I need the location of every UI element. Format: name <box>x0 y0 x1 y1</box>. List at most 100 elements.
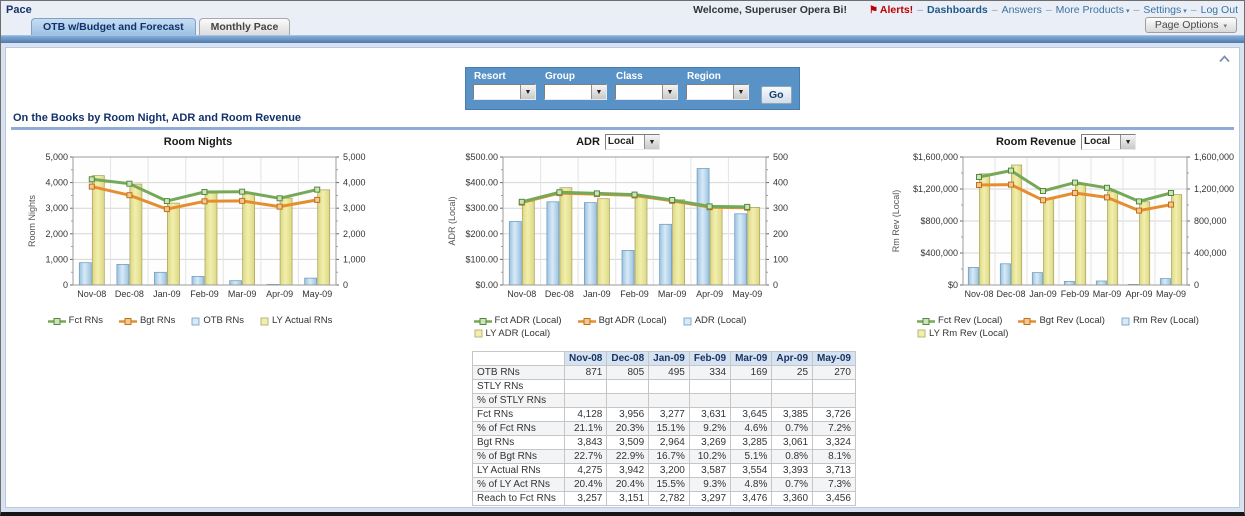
class-dropdown[interactable]: ▼ <box>615 84 678 100</box>
chevron-down-icon: ▼ <box>591 85 606 99</box>
svg-text:300: 300 <box>773 203 788 213</box>
header-divider-bar <box>1 35 1244 43</box>
svg-text:1,000: 1,000 <box>343 254 366 264</box>
table-row: LY Actual RNs 4,275 3,942 3,200 3,587 3,554 3,… <box>472 463 856 478</box>
legend-item: Rm Rev (Local) <box>1121 315 1199 327</box>
charts-row: Room Nights ▼ 0 0 1,000 1,000 2,000 2,000 3,000… <box>6 133 1239 348</box>
svg-text:400: 400 <box>773 178 788 188</box>
table-cell: 9.3% <box>688 477 732 492</box>
table-cell: 9.2% <box>688 421 732 436</box>
nav-separator: – <box>1190 3 1197 16</box>
svg-text:Mar-09: Mar-09 <box>1093 289 1122 299</box>
svg-text:Rm Rev (Local): Rm Rev (Local) <box>891 190 901 253</box>
nav-link-settings[interactable]: Settings ▾ <box>1143 3 1187 16</box>
column-header-apr-09: Apr-09 <box>771 351 814 366</box>
table-cell: 3,645 <box>730 407 773 422</box>
legend-label: Fct RNs <box>68 315 103 326</box>
nav-link-log-out[interactable]: Log Out <box>1200 3 1238 16</box>
currency-dropdown[interactable]: Local ▼ <box>604 134 660 150</box>
column-header-mar-09: Mar-09 <box>730 351 773 366</box>
blue-swatch-icon <box>683 317 692 325</box>
svg-text:Nov-08: Nov-08 <box>77 289 106 299</box>
column-header-dec-08: Dec-08 <box>606 351 650 366</box>
nav-link-more-products[interactable]: More Products ▾ <box>1055 3 1130 16</box>
filter-group-group: Group ▼ <box>544 71 607 104</box>
table-cell: 0.7% <box>771 477 814 492</box>
table-cell: 3,476 <box>730 491 773 506</box>
table-cell: 3,360 <box>771 491 814 506</box>
svg-text:1,200,000: 1,200,000 <box>1194 184 1234 194</box>
table-cell: 3,257 <box>563 491 608 506</box>
table-cell: 7.3% <box>812 477 856 492</box>
table-cell: 20.4% <box>606 477 650 492</box>
table-cell <box>730 393 773 408</box>
tab-monthly-pace[interactable]: Monthly Pace <box>198 18 291 35</box>
nav-link-dashboards[interactable]: Dashboards <box>927 3 988 16</box>
table-row: Bgt RNs 3,843 3,509 2,964 3,269 3,285 3,061 3,3… <box>472 435 856 450</box>
row-label: % of Fct RNs <box>472 421 565 436</box>
legend-label: Rm Rev (Local) <box>1132 315 1199 326</box>
svg-text:$800,000: $800,000 <box>920 216 958 226</box>
column-header-nov-08: Nov-08 <box>563 351 608 366</box>
table-cell: 3,713 <box>812 463 856 478</box>
nav-link-answers[interactable]: Answers <box>1001 3 1042 16</box>
svg-text:2,000: 2,000 <box>45 229 68 239</box>
top-navigation: Welcome, Superuser Opera Bi! ⚑ Alerts! – D… <box>693 4 1238 16</box>
svg-text:5,000: 5,000 <box>343 152 366 162</box>
table-row: STLY RNs <box>472 379 856 394</box>
nav-links: – Dashboards – Answers – More Products ▾ – Setti… <box>913 4 1238 16</box>
table-cell: 871 <box>563 365 608 380</box>
svg-text:$1,200,000: $1,200,000 <box>913 184 958 194</box>
table-cell <box>688 393 732 408</box>
svg-text:$100.00: $100.00 <box>465 254 498 264</box>
table-cell: 4.8% <box>730 477 773 492</box>
region-dropdown[interactable]: ▼ <box>686 84 749 100</box>
table-cell: 3,956 <box>606 407 650 422</box>
chart-plot: $0.00 0 $100.00 100 $200.00 200 $300.00 300 $400… <box>446 151 790 314</box>
table-cell: 3,269 <box>688 435 732 450</box>
legend-label: LY ADR (Local) <box>485 327 551 339</box>
legend-label: OTB RNs <box>203 315 244 326</box>
column-header-feb-09: Feb-09 <box>688 351 732 366</box>
go-button[interactable]: Go <box>761 86 792 104</box>
table-cell: 3,285 <box>730 435 773 450</box>
chevron-down-icon: ▾ <box>1125 7 1130 15</box>
table-cell: 3,200 <box>648 463 690 478</box>
table-cell <box>812 393 856 408</box>
row-label: % of Bgt RNs <box>472 449 565 464</box>
welcome-text: Welcome, Superuser Opera Bi! <box>693 3 847 16</box>
svg-text:May-09: May-09 <box>732 289 762 299</box>
table-cell: 3,393 <box>771 463 814 478</box>
table-cell: 15.5% <box>648 477 690 492</box>
group-dropdown[interactable]: ▼ <box>544 84 607 100</box>
table-cell <box>688 379 732 394</box>
resort-dropdown[interactable]: ▼ <box>473 84 536 100</box>
table-cell: 20.4% <box>563 477 608 492</box>
table-cell: 16.7% <box>648 449 690 464</box>
table-cell: 3,456 <box>812 491 856 506</box>
legend-label: LY Actual RNs <box>271 315 333 326</box>
row-label: Reach to Fct RNs <box>472 491 565 506</box>
tab-otb-budget-and-forecast[interactable]: OTB w/Budget and Forecast <box>31 18 196 35</box>
table-cell: 3,554 <box>730 463 773 478</box>
table-row: Fct RNs 4,128 3,956 3,277 3,631 3,645 3,385 3,7… <box>472 407 856 422</box>
currency-dropdown[interactable]: Local ▼ <box>1081 134 1137 150</box>
table-cell: 4.6% <box>730 421 773 436</box>
table-cell: 20.3% <box>606 421 650 436</box>
svg-text:Mar-09: Mar-09 <box>658 289 687 299</box>
svg-text:400,000: 400,000 <box>1194 248 1227 258</box>
row-label: % of LY Act RNs <box>472 477 565 492</box>
table-cell <box>563 393 608 408</box>
alerts-link[interactable]: ⚑ Alerts! <box>869 4 913 16</box>
table-cell <box>771 393 814 408</box>
table-cell: 3,324 <box>812 435 856 450</box>
legend-item: OTB RNs <box>191 315 244 327</box>
collapse-section-icon[interactable] <box>1218 50 1231 68</box>
table-cell: 3,726 <box>812 407 856 422</box>
table-cell: 21.1% <box>563 421 608 436</box>
row-label: Fct RNs <box>472 407 565 422</box>
svg-text:Feb-09: Feb-09 <box>1061 289 1090 299</box>
filter-label: Resort <box>474 71 506 82</box>
page-options-button[interactable]: Page Options ▾ <box>1144 17 1237 33</box>
